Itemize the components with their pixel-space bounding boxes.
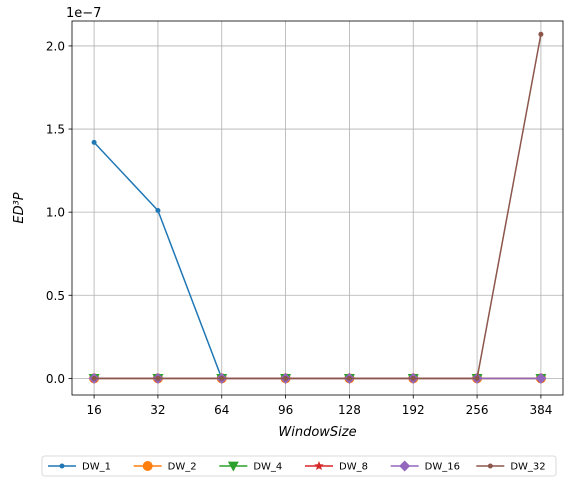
y-axis-label: ED³P <box>12 192 27 223</box>
legend-marker <box>59 463 65 469</box>
y-tick-label: 2.0 <box>46 39 65 53</box>
axes: 16 32 64 96 128 192 256 384 0.0 0.5 1.0 1.5 2.0 <box>46 39 552 417</box>
data-point <box>538 31 544 37</box>
legend-marker <box>487 463 493 469</box>
data-point <box>155 207 161 213</box>
legend-item: DW_1 <box>48 462 111 473</box>
data-point <box>535 372 547 384</box>
legend-item: DW_16 <box>390 460 460 473</box>
legend-item: DW_32 <box>476 462 546 473</box>
x-tick-label: 384 <box>529 403 552 417</box>
legend-item: DW_2 <box>133 461 197 473</box>
data-point <box>155 375 161 381</box>
series-line <box>93 141 541 380</box>
data-point <box>219 375 225 381</box>
x-tick-label: 96 <box>278 403 293 417</box>
series-dw-32 <box>91 31 544 381</box>
y-tick-label: 1.0 <box>46 206 65 220</box>
legend-label: DW_2 <box>168 462 197 473</box>
legend-marker <box>314 461 324 471</box>
legend-marker <box>227 461 239 472</box>
data-point <box>410 375 416 381</box>
x-tick-label: 32 <box>150 403 165 417</box>
legend-label: DW_8 <box>339 462 368 473</box>
data-point <box>283 375 289 381</box>
series-layer <box>88 31 547 384</box>
legend-item: DW_8 <box>305 461 368 473</box>
x-tick-label: 128 <box>338 403 361 417</box>
legend-label: DW_4 <box>253 462 282 473</box>
data-point <box>91 375 97 381</box>
legend-label: DW_32 <box>510 462 545 473</box>
y-offset-label: 1e−7 <box>66 6 101 21</box>
series-dw-1 <box>91 139 544 381</box>
plot-frame <box>71 20 564 396</box>
grid <box>72 21 563 395</box>
legend-marker <box>399 460 411 472</box>
data-point <box>91 139 97 145</box>
x-axis-label: WindowSize <box>278 425 356 440</box>
legend-item: DW_4 <box>219 462 282 473</box>
legend: DW_1 DW_2 DW_4 DW_8 DW_16 DW_32 <box>41 455 557 477</box>
x-tick-label: 192 <box>402 403 425 417</box>
series-line <box>94 34 542 380</box>
y-tick-label: 0.0 <box>46 372 65 386</box>
x-tick-label: 16 <box>86 403 101 417</box>
legend-label: DW_16 <box>425 462 460 473</box>
x-tick-label: 64 <box>214 403 229 417</box>
y-tick-label: 1.5 <box>46 123 65 137</box>
data-point <box>346 375 352 381</box>
legend-marker <box>142 461 153 471</box>
x-tick-label: 256 <box>466 403 489 417</box>
data-point <box>474 375 480 381</box>
y-tick-label: 0.5 <box>46 289 65 303</box>
legend-label: DW_1 <box>82 462 111 473</box>
legend-frame <box>41 455 557 477</box>
